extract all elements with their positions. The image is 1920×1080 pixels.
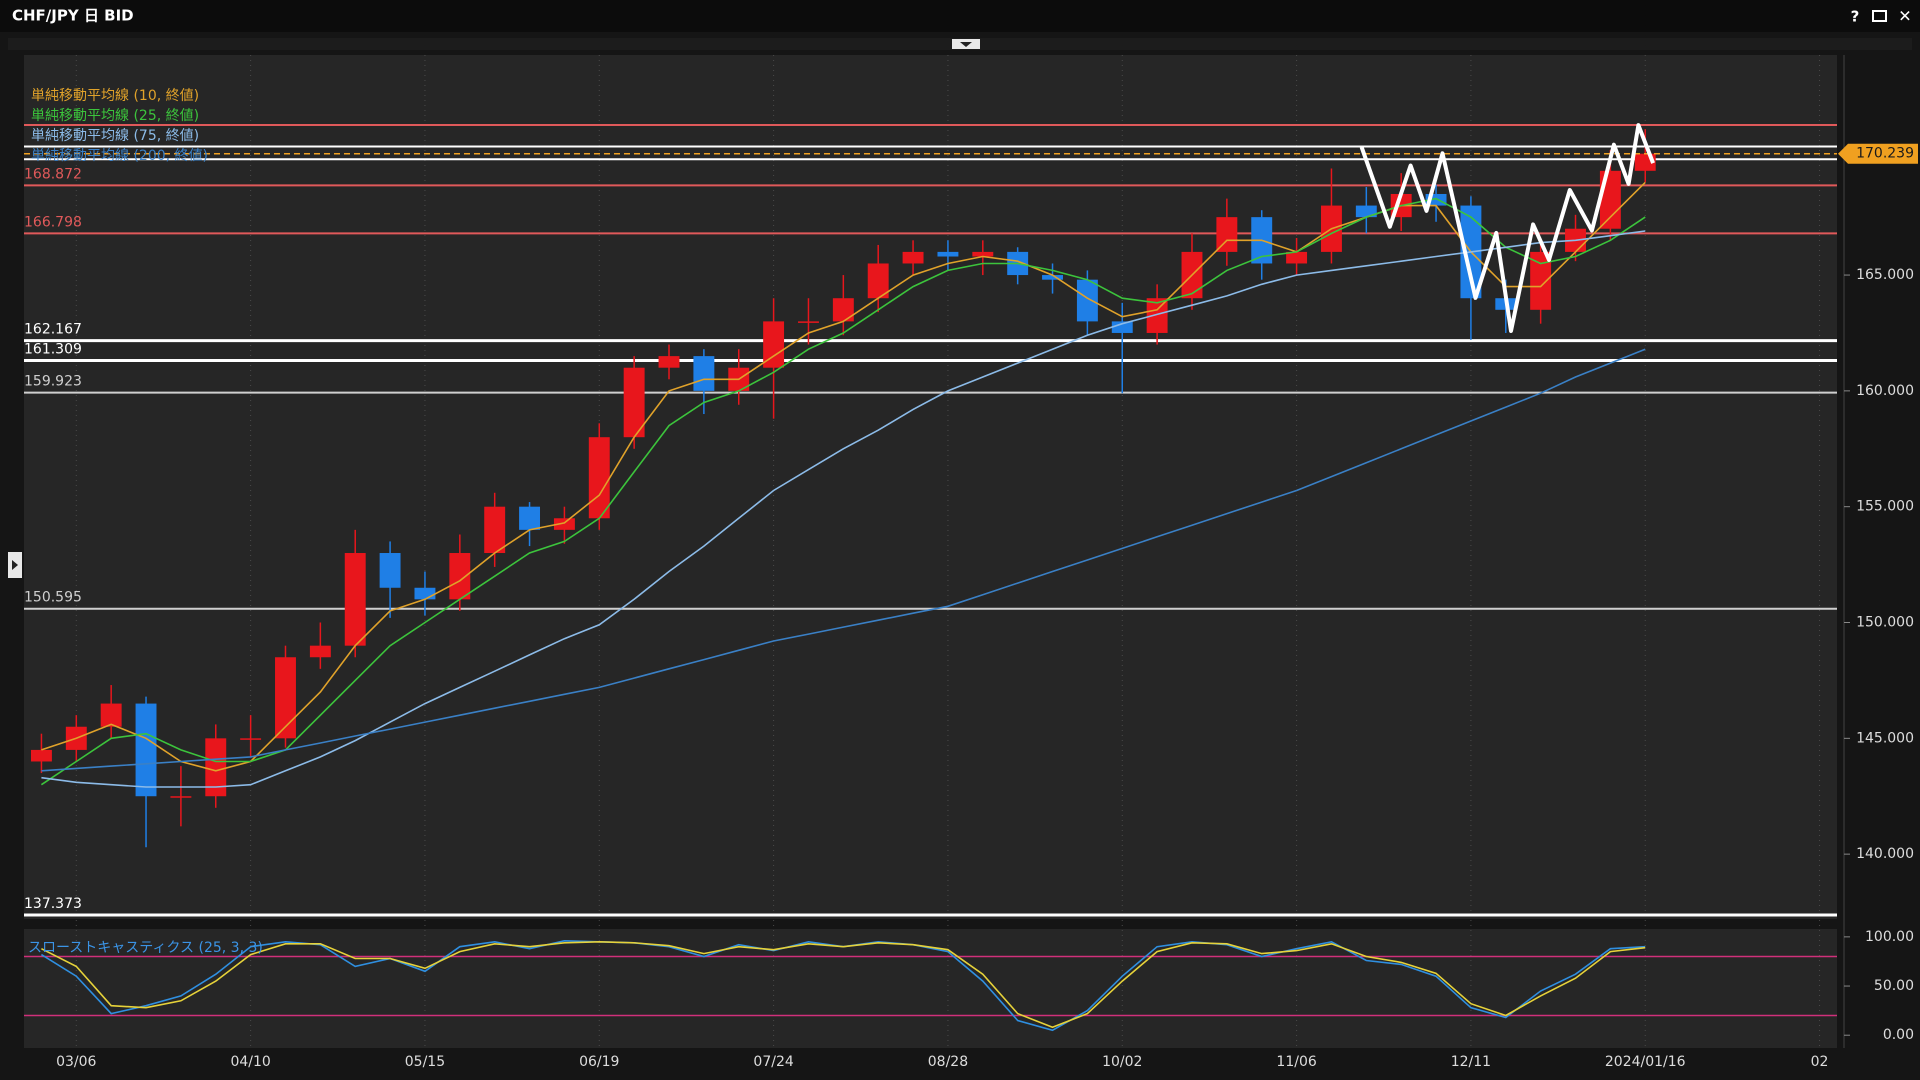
candle-body [379, 553, 401, 588]
legend-entry: 単純移動平均線 (25, 終値) [31, 108, 199, 124]
candle-body [1111, 321, 1133, 333]
x-tick-label: 12/11 [1451, 1054, 1491, 1070]
x-tick-label: 2024/01/16 [1605, 1054, 1686, 1070]
candle-body [100, 703, 122, 727]
legend-entry: 単純移動平均線 (75, 終値) [31, 128, 199, 144]
maximize-button[interactable] [1872, 10, 1887, 22]
x-tick-label: 08/28 [928, 1054, 968, 1070]
candle-body [763, 321, 785, 368]
candle-body [658, 356, 680, 368]
candle-body [588, 437, 610, 519]
series-line [41, 230, 1646, 788]
candle-body [798, 321, 819, 323]
title-bar [0, 0, 1920, 32]
candle-body [519, 506, 541, 530]
level-label: 150.595 [24, 590, 82, 606]
candle-body [1216, 217, 1238, 252]
candle-body [309, 645, 331, 658]
y-tick-label: 165.000 [1856, 267, 1914, 283]
close-button[interactable]: ✕ [1898, 7, 1911, 26]
y-tick-label: 0.00 [1883, 1027, 1914, 1043]
candle-body [1042, 275, 1063, 280]
level-label: 162.167 [24, 322, 82, 338]
y-tick-label: 145.000 [1856, 730, 1914, 746]
level-label: 161.309 [24, 342, 82, 358]
candle-body [1146, 298, 1168, 333]
candle-body [623, 367, 645, 438]
x-tick-label: 02 [1811, 1054, 1829, 1070]
x-tick-label: 10/02 [1102, 1054, 1142, 1070]
level-label: 166.798 [24, 214, 82, 230]
candle-body [1530, 251, 1552, 310]
candle-body [693, 356, 715, 391]
main-plot-bg [24, 55, 1837, 919]
y-tick-label: 160.000 [1856, 383, 1914, 399]
candle-body [937, 251, 959, 257]
chart-layer: 140.000 145.000 150.000 155.000 160.000 165.0… [24, 55, 1918, 1070]
side-arrow [12, 560, 18, 570]
y-tick-label: 50.00 [1874, 978, 1914, 994]
zigzag-drawing [1359, 123, 1655, 333]
candle-body [832, 298, 854, 322]
candle-body [240, 738, 262, 740]
window-title: CHF/JPY 日 BID [12, 7, 134, 25]
y-tick-label: 150.000 [1856, 615, 1914, 631]
series-line [40, 197, 1646, 786]
candle-body [972, 251, 994, 257]
x-tick-label: 04/10 [230, 1054, 270, 1070]
candle-body [553, 518, 575, 530]
candle-body [449, 553, 471, 600]
candle-body [205, 738, 227, 797]
candle-body [902, 251, 924, 264]
candle-body [275, 657, 296, 739]
legend-entry: 単純移動平均線 (200, 終値) [31, 148, 208, 164]
zigzag-line [1359, 123, 1655, 333]
candle-body [867, 263, 889, 299]
candle-body [484, 506, 506, 554]
help-button[interactable]: ? [1851, 8, 1860, 26]
candle-body [1076, 279, 1098, 322]
candle-body [1286, 251, 1308, 264]
y-tick-label: 140.000 [1856, 846, 1914, 862]
y-tick-label: 100.00 [1865, 929, 1914, 945]
x-tick-label: 11/06 [1276, 1054, 1316, 1070]
candle-body [414, 587, 436, 600]
legend-entry: 単純移動平均線 (10, 終値) [31, 88, 199, 104]
series-line [41, 348, 1646, 772]
y-tick-label: 155.000 [1856, 499, 1914, 515]
candle-body [170, 796, 192, 798]
series-line [41, 940, 1646, 1029]
x-tick-label: 06/19 [579, 1054, 619, 1070]
candle-body [344, 553, 366, 646]
x-tick-label: 03/06 [56, 1054, 96, 1070]
x-tick-label: 05/15 [405, 1054, 445, 1070]
price-tag-label: 170.239 [1856, 146, 1914, 162]
candle-body [135, 703, 157, 797]
panel-title: スローストキャスティクス (25, 3, 3) [28, 940, 263, 956]
x-tick-label: 07/24 [753, 1054, 793, 1070]
candle-body [30, 749, 52, 762]
collapse-arrow [960, 42, 972, 47]
level-label: 137.373 [24, 896, 82, 912]
price-tag [1838, 143, 1918, 164]
level-label: 159.923 [24, 374, 82, 390]
candle-body [1355, 205, 1377, 218]
level-label: 168.872 [24, 166, 82, 182]
candle-body [1425, 193, 1447, 206]
